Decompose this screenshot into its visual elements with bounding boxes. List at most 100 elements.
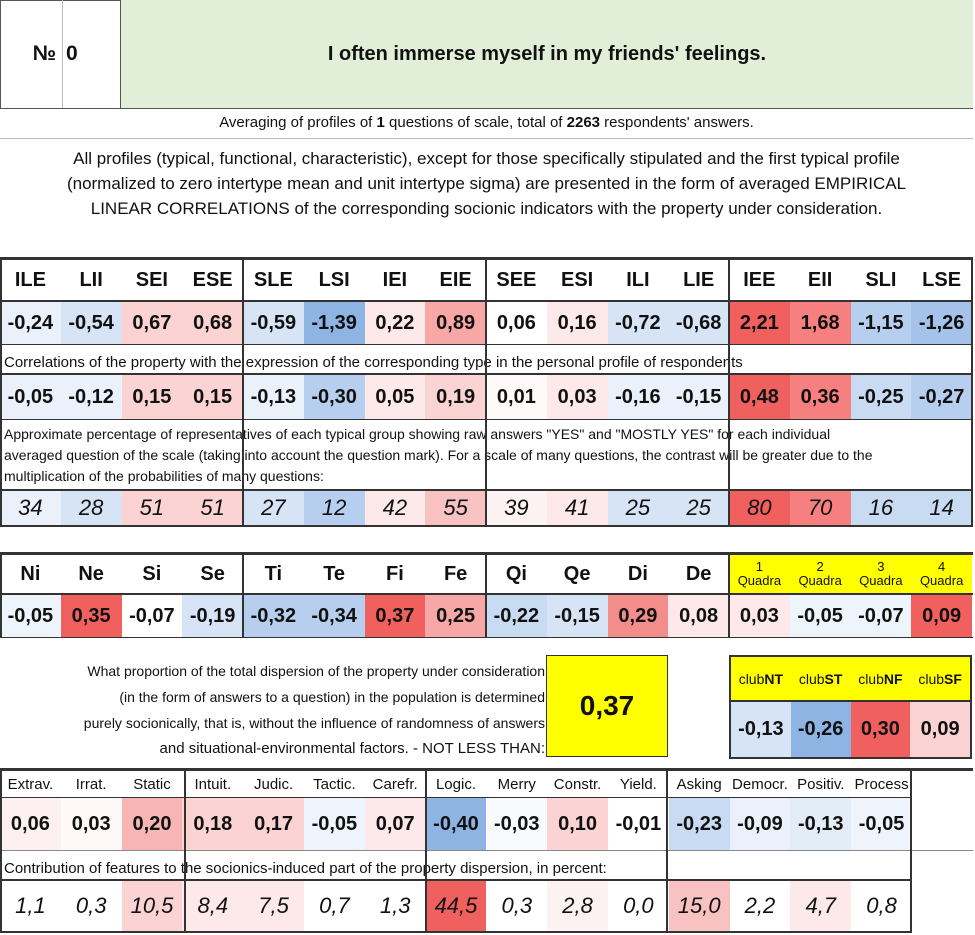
type-header: IEE (743, 268, 776, 291)
type-percentage-value: 12 (303, 491, 365, 525)
divider (0, 797, 912, 798)
type-profile-value: -1,15 (850, 302, 912, 344)
type-correlation-value: 0,05 (364, 375, 426, 419)
feature-value: -0,13 (790, 798, 852, 850)
quadra-header: 2 Quadra (789, 555, 851, 593)
type-correlation-value: -0,16 (607, 375, 669, 419)
contribution-value: 0,3 (60, 881, 122, 931)
function-value: -0,32 (243, 595, 304, 637)
type-correlation-value: 0,01 (486, 375, 547, 419)
type-header: IEI (382, 268, 408, 291)
function-header: Fe (443, 562, 468, 585)
type-correlation-value: -0,30 (303, 375, 365, 419)
type-correlation-value: -0,13 (243, 375, 304, 419)
type-percentage-value: 42 (364, 491, 426, 525)
group-separator (485, 257, 487, 527)
function-value: 0,29 (607, 595, 669, 637)
divider (0, 879, 912, 881)
type-header: LSI (318, 268, 350, 291)
group-separator (728, 257, 730, 527)
types-profile-row: -0,24 -0,54 0,67 0,68 -0,59 -1,39 0,22 0,89 0,06… (0, 302, 972, 344)
group-separator (728, 552, 730, 638)
function-header: Ni (20, 562, 41, 585)
clubs-table: club NT club ST club NF club SF -0,13 -0,26 0,30 0… (729, 655, 972, 759)
feature-value: -0,23 (668, 798, 730, 850)
group-separator (666, 768, 668, 933)
type-profile-value: 0,16 (546, 302, 608, 344)
contribution-row: 1,1 0,3 10,5 8,4 7,5 0,7 1,3 44,5 0,3 2,8 0,0 15,0 2… (0, 881, 912, 931)
feature-header: Yield. (619, 775, 657, 793)
quadra-value: -0,05 (789, 595, 851, 637)
club-value: 0,30 (850, 702, 911, 757)
function-value: -0,19 (182, 595, 243, 637)
feature-value: -0,01 (607, 798, 669, 850)
feature-header: Process (854, 775, 909, 793)
feature-value: -0,05 (851, 798, 912, 850)
type-percentage-value: 28 (60, 491, 122, 525)
contribution-value: 0,0 (607, 881, 669, 931)
contribution-value: 0,7 (303, 881, 365, 931)
quadra-value: 0,09 (911, 595, 972, 637)
respondent-total: 2263 (566, 114, 601, 131)
feature-value: -0,05 (303, 798, 365, 850)
function-header: Ti (264, 562, 283, 585)
function-value: 0,08 (668, 595, 729, 637)
function-header: Si (142, 562, 162, 585)
group-separator (425, 768, 427, 933)
description-line: All profiles (typical, functional, chara… (73, 149, 900, 168)
dispersion-value: 0,37 (579, 690, 635, 721)
club-value: -0,26 (790, 702, 851, 757)
contribution-value: 2,8 (547, 881, 608, 931)
features-value-row: 0,06 0,03 0,20 0,18 0,17 -0,05 0,07 -0,40 -0,03 0… (0, 798, 912, 850)
feature-header: Carefr. (372, 775, 418, 793)
type-correlation-value: -0,15 (668, 375, 729, 419)
type-profile-value: -0,68 (668, 302, 729, 344)
types-correlation-row: -0,05 -0,12 0,15 0,15 -0,13 -0,30 0,05 0,19 0,01… (0, 375, 972, 419)
type-profile-value: 1,68 (789, 302, 851, 344)
type-header: SLI (865, 268, 897, 291)
feature-value: 0,06 (0, 798, 61, 850)
type-profile-value: 0,06 (486, 302, 547, 344)
type-correlation-value: 0,15 (182, 375, 243, 419)
types-table: ILE LII SEI ESE SLE LSI IEI EIE SEE ESI ILI LIE IEE E… (0, 257, 973, 527)
type-correlation-value: -0,27 (911, 375, 972, 419)
type-header: EIE (439, 268, 472, 291)
table-border (0, 257, 2, 527)
type-header: LIE (683, 268, 715, 291)
contribution-value: 4,7 (790, 881, 852, 931)
function-header: De (685, 562, 712, 585)
type-header: LII (79, 268, 103, 291)
type-profile-value: 0,67 (121, 302, 183, 344)
function-value: -0,05 (0, 595, 61, 637)
feature-value: -0,03 (486, 798, 548, 850)
contribution-value: 1,1 (0, 881, 61, 931)
feature-value: 0,03 (60, 798, 122, 850)
description-line: (normalized to zero intertype mean and u… (66, 174, 907, 193)
group-separator (242, 552, 244, 638)
type-header: ILE (14, 268, 46, 291)
feature-header: Judic. (253, 775, 294, 793)
contribution-note: Contribution of features to the socionic… (4, 860, 607, 877)
feature-header: Asking (676, 775, 722, 793)
club-header: club NT (738, 670, 784, 687)
type-percentage-value: 34 (0, 491, 61, 525)
divider (0, 138, 973, 139)
type-correlation-value: -0,25 (850, 375, 912, 419)
function-value: -0,34 (303, 595, 365, 637)
type-correlation-value: 0,19 (425, 375, 486, 419)
club-value: -0,13 (731, 702, 791, 757)
type-profile-value: -0,59 (243, 302, 304, 344)
contribution-value: 1,3 (364, 881, 426, 931)
table-border (910, 768, 912, 933)
function-header: Di (627, 562, 648, 585)
type-profile-value: 0,68 (182, 302, 243, 344)
function-header: Qe (563, 562, 591, 585)
function-value: -0,07 (121, 595, 183, 637)
dispersion-text: What proportion of the total dispersion … (83, 663, 545, 757)
type-correlation-value: 0,36 (789, 375, 851, 419)
type-percentage-value: 27 (243, 491, 304, 525)
quadra-value: 0,03 (729, 595, 790, 637)
functions-header-row: Ni Ne Si Se Ti Te Fi Fe Qi Qe Di De 1 Quadra 2 Quadra 3 Q… (0, 555, 972, 593)
type-header: ESI (561, 268, 594, 291)
number-label: № (0, 0, 63, 108)
